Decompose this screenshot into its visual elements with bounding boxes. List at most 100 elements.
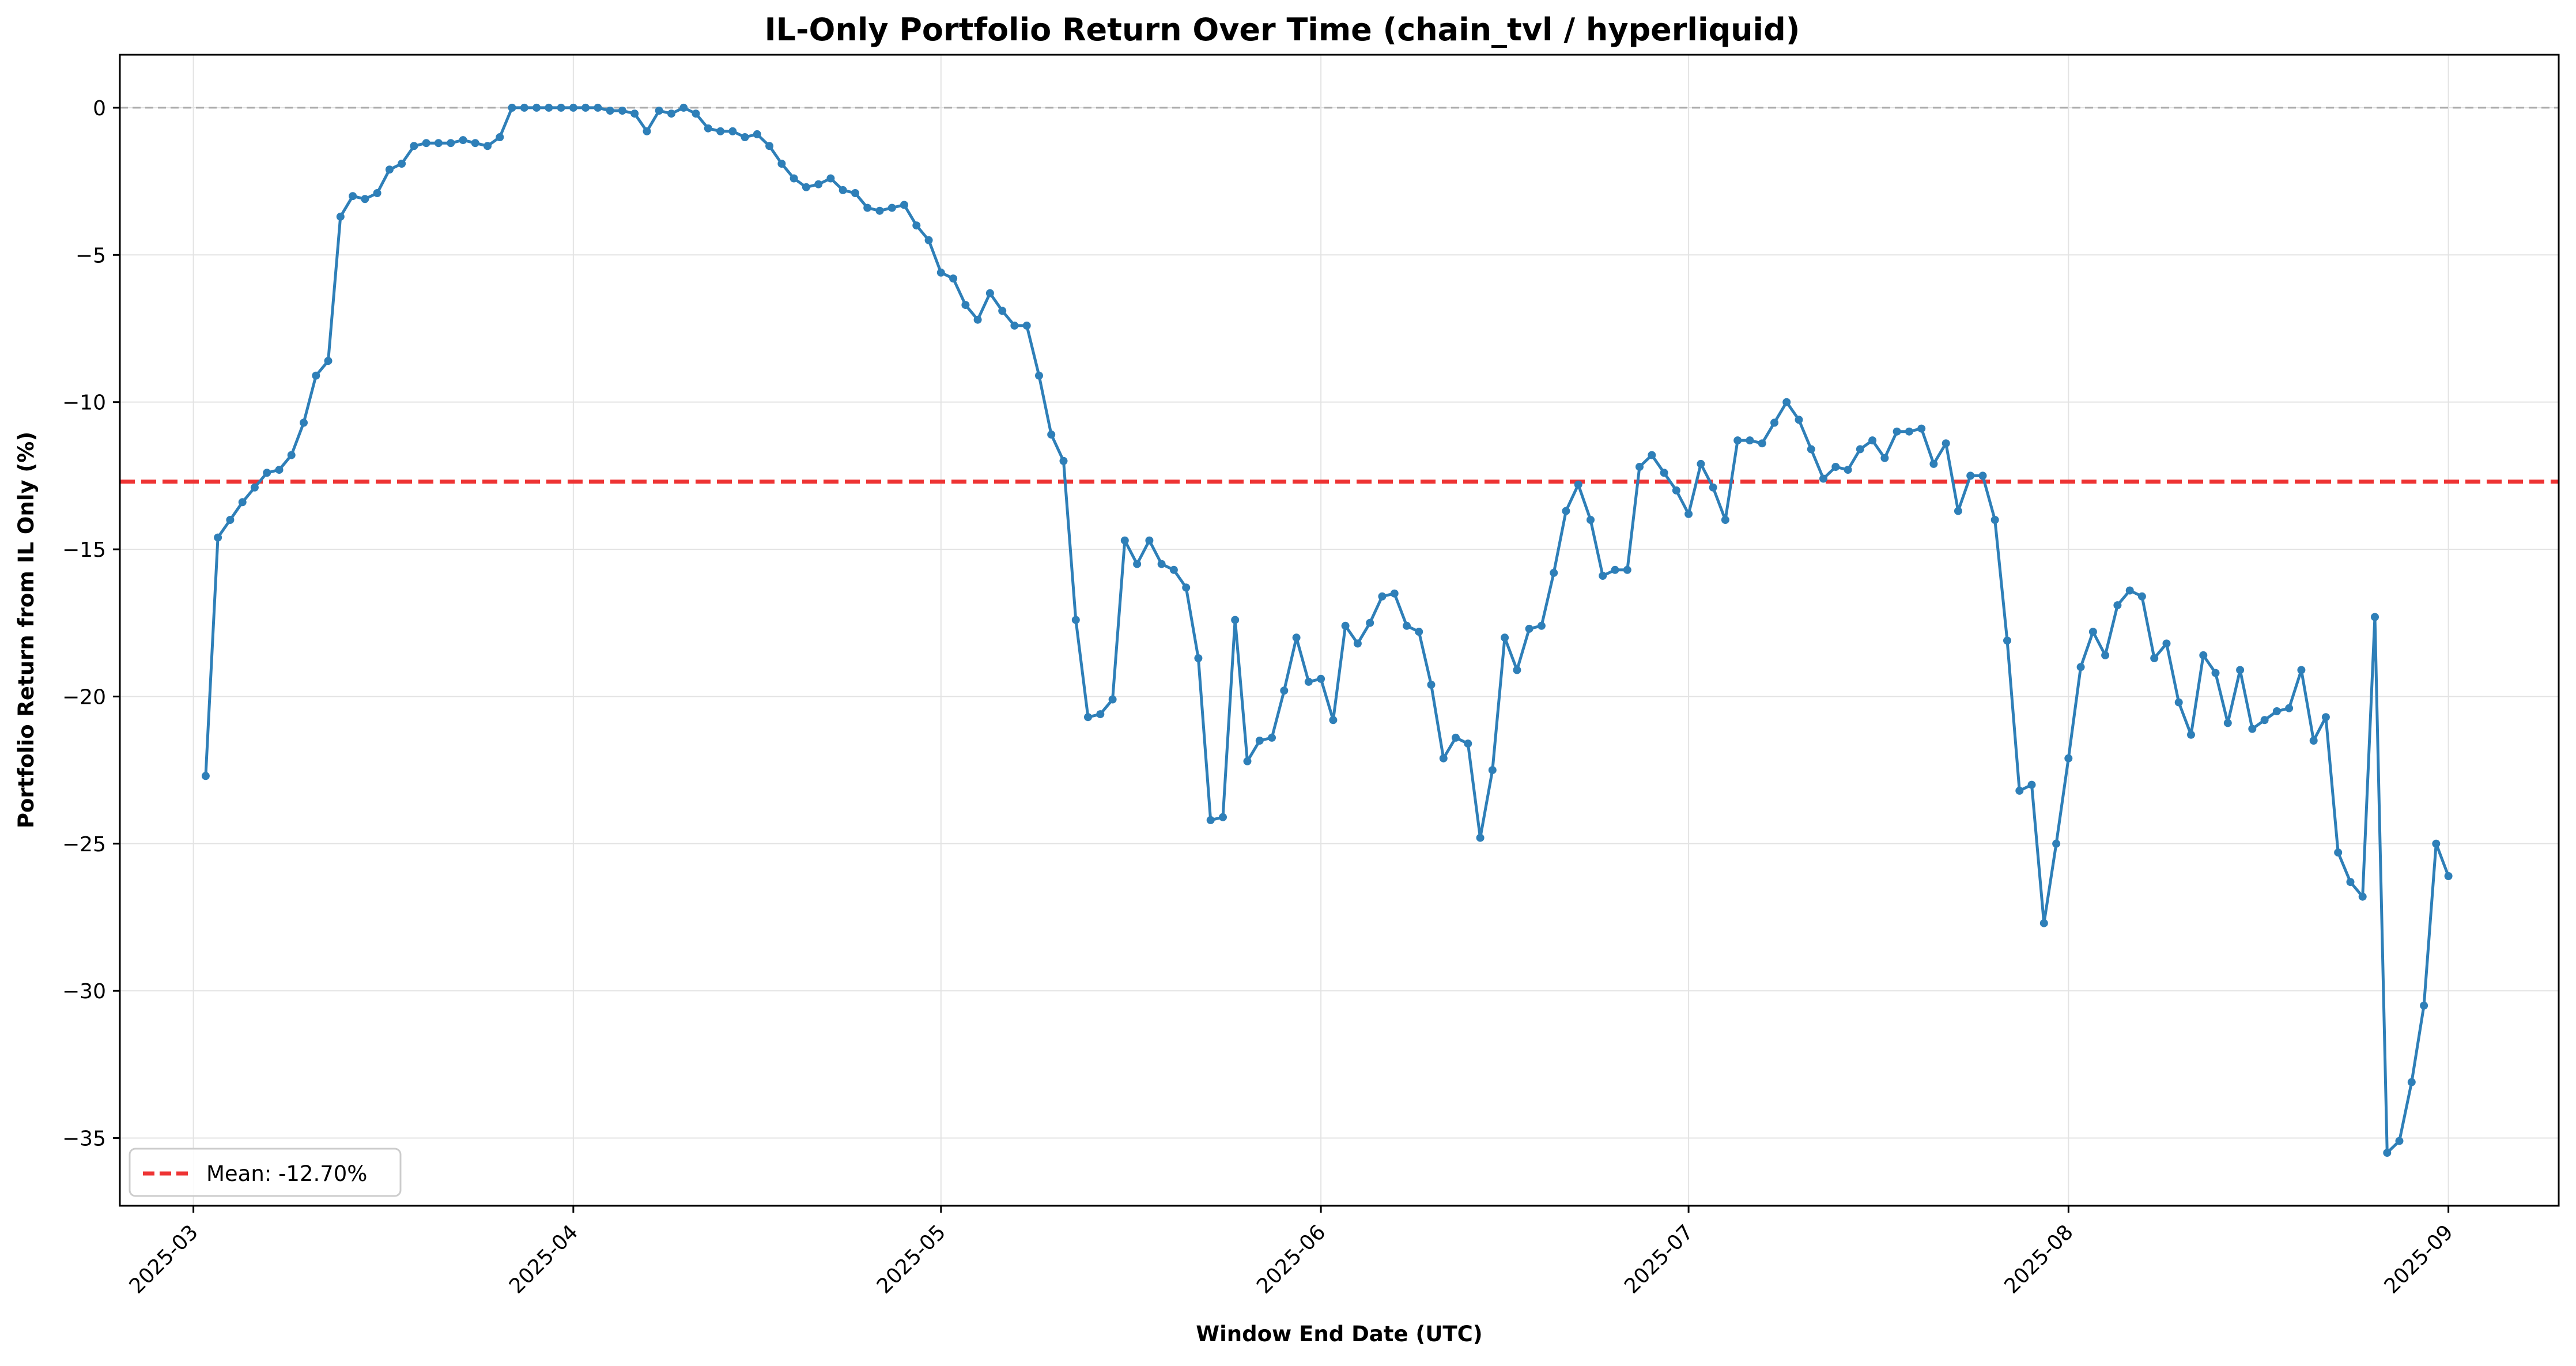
legend: Mean: -12.70% [129,1148,402,1197]
data-point [1684,510,1693,518]
data-point [1574,480,1582,489]
data-point [2113,601,2122,610]
data-point [1550,568,1558,577]
data-point [2407,1078,2416,1086]
data-point [912,221,921,230]
data-point [532,103,541,112]
data-point [728,127,737,135]
data-point [1917,424,1926,433]
data-point [226,516,235,524]
data-point [1035,371,1043,380]
data-point [520,103,528,112]
data-point [2309,737,2318,745]
data-point [1353,639,1362,648]
data-point [2137,592,2146,601]
data-point [2321,713,2330,722]
data-point [1562,507,1570,515]
data-point [1819,474,1827,483]
data-point [1623,565,1631,574]
data-point [753,130,761,138]
data-point [790,174,798,183]
data-point [1047,430,1056,439]
data-point [2236,666,2245,674]
data-point [679,103,688,112]
data-point [287,451,296,459]
data-point [826,174,835,183]
data-point [312,371,320,380]
data-point [1880,454,1889,462]
data-point [924,236,933,244]
data-point [2248,724,2257,733]
data-point [1599,572,1607,580]
data-point [398,160,406,168]
data-point [863,203,872,212]
data-point [1452,733,1460,742]
data-point [655,107,663,115]
data-point [2125,586,2134,595]
data-point [887,203,896,212]
data-point [1243,757,1252,765]
data-point [1157,560,1166,568]
data-point [1844,466,1852,474]
data-point [741,133,749,141]
data-point [777,160,786,168]
data-point [1341,621,1350,630]
data-point [2211,669,2220,677]
data-point [1905,427,1913,436]
data-point [471,139,479,148]
data-point [1378,592,1387,601]
data-point [1587,516,1595,524]
data-point [1537,621,1546,630]
data-point [1831,463,1840,471]
data-point [1978,471,1987,480]
data-point [1366,618,1374,627]
data-point [2015,786,2024,795]
data-point [1929,459,1938,468]
data-point [1145,536,1154,545]
data-point [1709,483,1717,492]
data-point [1427,681,1436,689]
data-point [2003,636,2011,645]
data-point [1280,686,1289,695]
data-point [1255,737,1264,745]
data-point [508,103,516,112]
data-point [1770,418,1778,427]
data-point [1501,633,1509,642]
data-point [1513,666,1521,674]
data-point [434,139,443,148]
data-point [545,103,553,112]
data-point [1329,716,1338,724]
data-point [1648,451,1656,459]
data-point [496,133,504,141]
data-point [1010,321,1019,330]
data-point [1954,507,1962,515]
data-point [814,180,823,188]
data-point [1169,565,1178,574]
data-point [1611,565,1619,574]
data-point [1268,733,1276,742]
data-point [410,142,418,150]
data-point [2064,754,2073,763]
data-point [1219,813,1227,821]
data-point [1194,654,1203,662]
data-point [1403,621,1411,630]
y-tick-label: −25 [62,833,106,856]
y-tick-label: −35 [62,1127,106,1151]
data-point [1966,471,1975,480]
data-point [594,103,602,112]
data-point [1746,436,1754,445]
data-point [1525,624,1533,633]
data-point [1488,766,1497,775]
data-point [2383,1149,2392,1157]
data-point [361,195,369,203]
data-point [1721,516,1729,524]
data-point [275,466,284,474]
data-point [447,139,455,148]
data-point [1108,695,1117,704]
data-point [875,206,884,215]
data-point [263,469,271,477]
y-tick-label: −15 [62,538,106,562]
data-point [1182,583,1191,592]
data-point [1084,713,1092,722]
